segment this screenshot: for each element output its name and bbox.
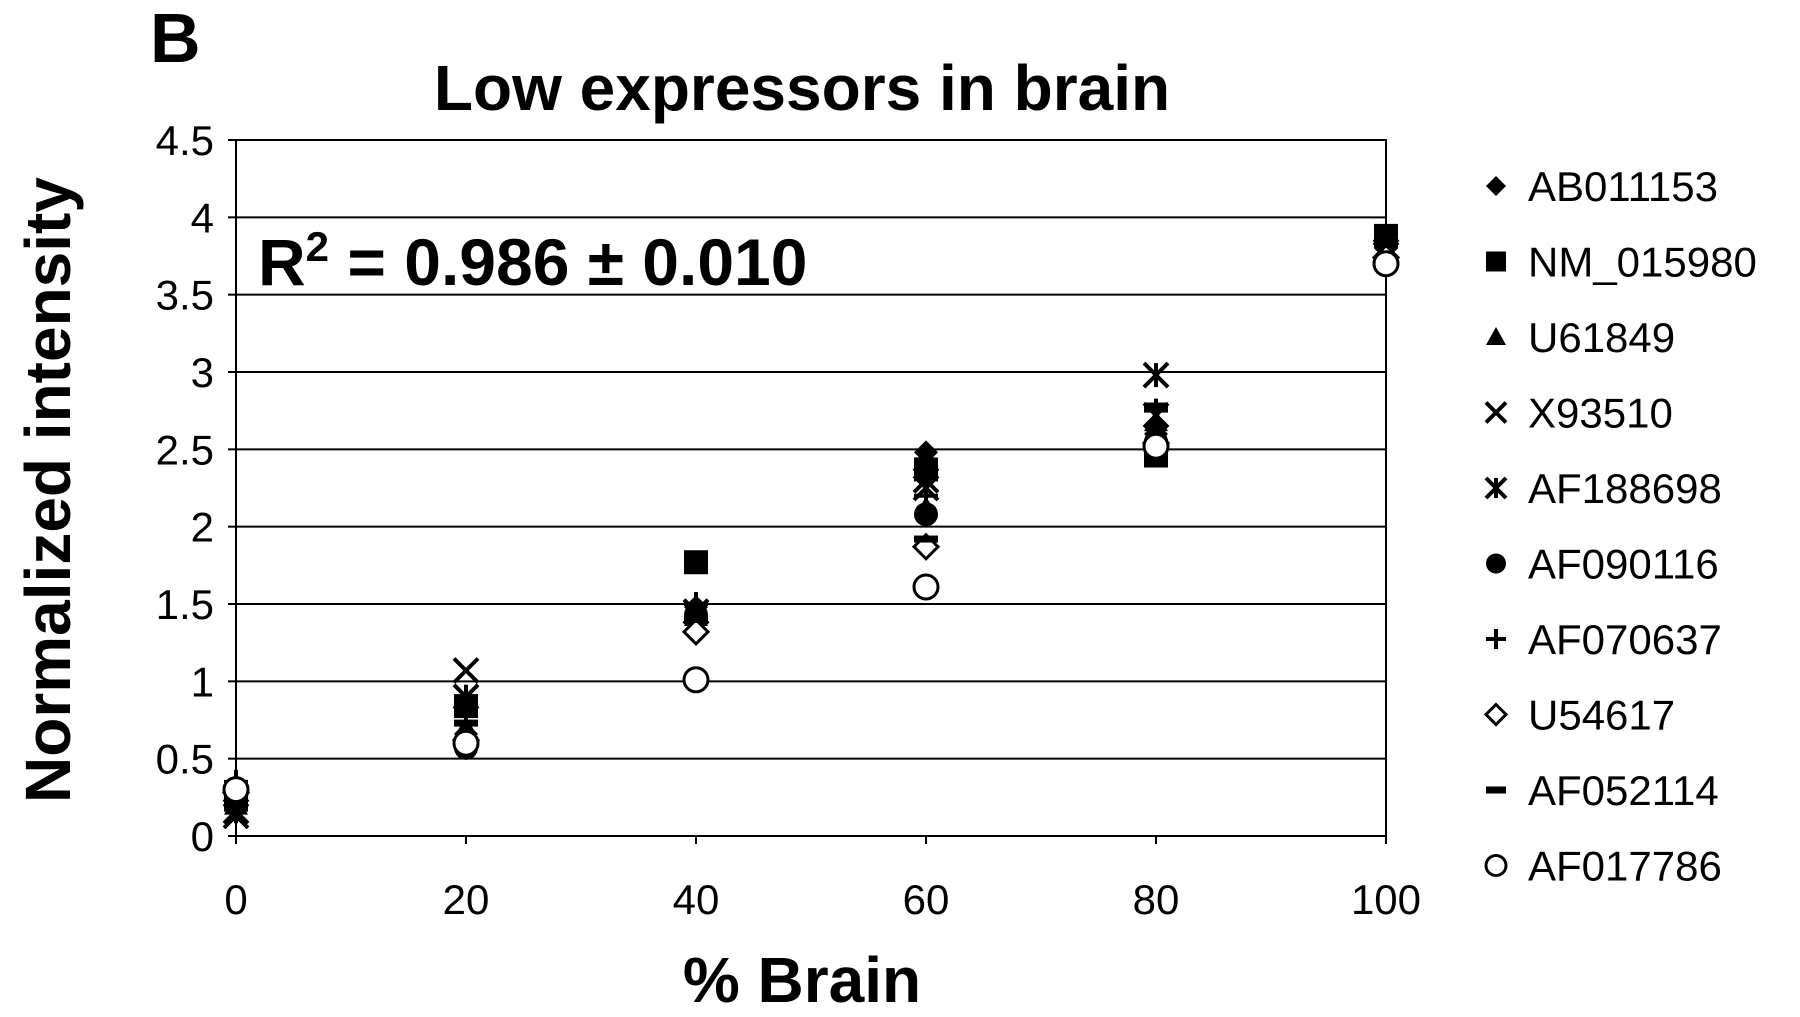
legend-item: U54617: [1483, 692, 1675, 739]
y-tick-label: 1.5: [156, 581, 214, 628]
legend-item: AF188698: [1484, 465, 1722, 512]
data-point: [914, 502, 938, 527]
legend-marker-circle-filled: [1486, 553, 1506, 574]
legend-item: AF052114: [1486, 767, 1719, 814]
legend-label: X93510: [1528, 390, 1673, 437]
series-x93510: [222, 241, 1400, 830]
data-point: [1374, 235, 1398, 243]
tick-labels: 0 0.5 1 1.5 2 2.5 3 3.5 4 4.5 0 20 40 60 80 100: [156, 117, 1421, 923]
r-squared-r: R: [258, 225, 306, 299]
data-point: [224, 804, 248, 812]
legend-label: AB011153: [1528, 163, 1718, 210]
data-point: [1372, 250, 1400, 278]
legend-label: AF070637: [1528, 616, 1722, 663]
data-point: [681, 617, 711, 646]
legend-label: AF188698: [1528, 465, 1722, 512]
legend-marker-triangle-filled: [1486, 327, 1506, 345]
x-tick-label: 20: [443, 876, 490, 923]
y-tick-label: 4.5: [156, 117, 214, 164]
legend-marker-plus: [1486, 629, 1506, 649]
data-point: [1142, 432, 1170, 460]
data-point: [912, 573, 940, 601]
data-point: [222, 776, 250, 804]
y-tick-label: 2.5: [156, 426, 214, 473]
data-point: [682, 666, 710, 694]
plot-frame: [235, 139, 1387, 837]
legend-marker-x: [1484, 401, 1508, 424]
legend-label: U54617: [1528, 692, 1675, 739]
y-tick-label: 0.5: [156, 736, 214, 783]
axes: [228, 139, 1387, 844]
legend-item: NM_015980: [1486, 239, 1757, 286]
legend-marker-dash: [1486, 786, 1506, 794]
y-tick-label: 4: [191, 194, 214, 241]
x-tick-label: 0: [224, 876, 247, 923]
series-u61849: [224, 244, 1398, 815]
data-point: [1142, 361, 1170, 389]
legend-marker-asterisk: [1484, 476, 1508, 500]
series-ab011153: [224, 236, 1398, 814]
legend-item: AF090116: [1486, 541, 1719, 588]
data-point: [1144, 402, 1168, 410]
data-point: [914, 483, 938, 508]
data-point: [684, 615, 708, 623]
data-point: [914, 535, 938, 543]
x-axis-title: % Brain: [683, 944, 921, 1012]
x-tick-label: 40: [673, 876, 720, 923]
legend-item: AF017786: [1484, 843, 1722, 890]
data-point: [452, 729, 480, 757]
legend-item: AF070637: [1486, 616, 1722, 663]
series-af188698: [222, 237, 1400, 825]
data-point: [452, 657, 480, 684]
data-point: [454, 719, 478, 727]
y-tick-label: 3.5: [156, 272, 214, 319]
legend-item: U61849: [1486, 314, 1675, 361]
legend: AB011153 NM_015980 U61849 X93510 AF188698 AF0…: [1483, 163, 1757, 890]
data-point: [1144, 398, 1168, 423]
legend-item: AB011153: [1486, 163, 1718, 210]
legend-marker-circle-open: [1484, 854, 1508, 877]
data-point: [684, 550, 708, 575]
legend-label: AF090116: [1528, 541, 1719, 588]
legend-label: AF017786: [1528, 843, 1722, 890]
y-tick-label: 1: [191, 658, 214, 705]
legend-marker-square-filled: [1486, 251, 1506, 272]
panel-label: B: [150, 0, 201, 77]
legend-label: U61849: [1528, 314, 1675, 361]
x-tick-label: 100: [1351, 876, 1421, 923]
legend-label: NM_015980: [1528, 239, 1757, 286]
data-points: [221, 223, 1401, 830]
series-af070637: [224, 233, 1398, 794]
legend-item: X93510: [1484, 390, 1673, 437]
x-tick-label: 60: [903, 876, 950, 923]
series-af090116: [224, 248, 1398, 816]
legend-marker-diamond-open: [1483, 702, 1509, 727]
series-u54617: [221, 243, 1401, 807]
r-squared-annotation: R2 = 0.986 ± 0.010: [258, 223, 807, 299]
x-tick-label: 80: [1133, 876, 1180, 923]
chart-title: Low expressors in brain: [434, 52, 1170, 124]
r-squared-value: = 0.986 ± 0.010: [329, 225, 807, 299]
y-axis-title: Normalized intensity: [12, 177, 84, 803]
r-squared-sup: 2: [306, 223, 329, 270]
y-tick-label: 2: [191, 504, 214, 551]
data-point: [684, 592, 708, 616]
legend-marker-diamond-filled: [1486, 176, 1506, 196]
series-nm_015980: [224, 223, 1398, 810]
series-af017786: [222, 250, 1400, 804]
y-tick-label: 0: [191, 813, 214, 860]
legend-label: AF052114: [1528, 767, 1719, 814]
series-af052114: [224, 235, 1398, 812]
y-tick-label: 3: [191, 349, 214, 396]
